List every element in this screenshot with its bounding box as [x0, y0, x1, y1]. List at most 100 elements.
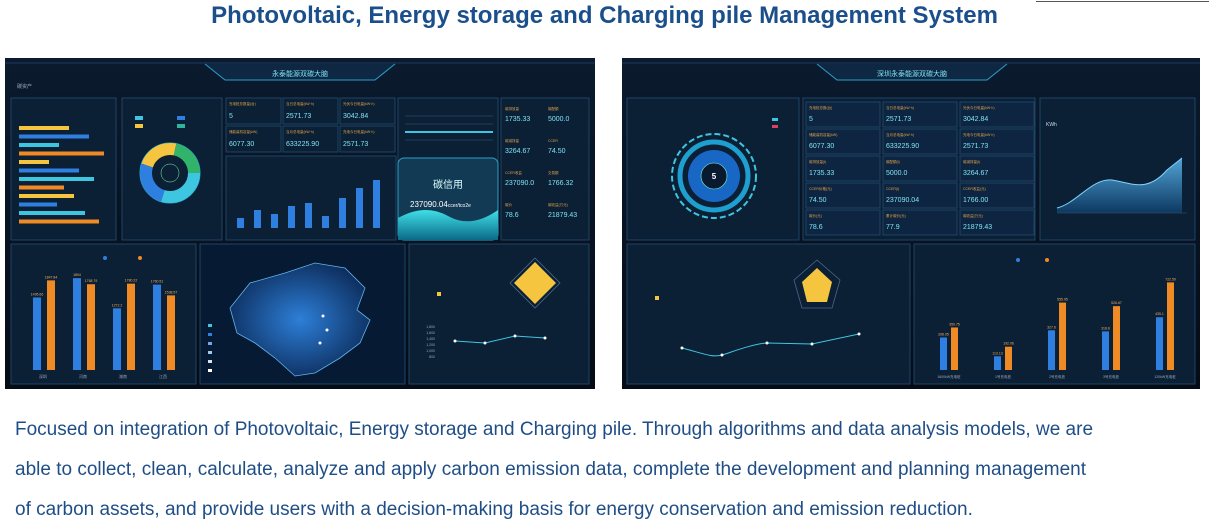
- line-point: [483, 341, 487, 345]
- hbar: [19, 151, 104, 156]
- kpi-value: 3042.84: [963, 116, 988, 123]
- kpi-card: [959, 182, 1035, 209]
- kpi-value: 1735.33: [809, 170, 834, 177]
- kpi-label: 碳排放量(t): [809, 159, 826, 164]
- stat-value: 74.50: [548, 148, 566, 155]
- kpi-value: 3264.67: [963, 170, 988, 177]
- category-label: 1600kW充电桩: [937, 374, 961, 379]
- kpi-label: 充电桩总数量(台): [229, 101, 256, 106]
- category-label: 1号充电桩: [995, 374, 1011, 379]
- line-point: [453, 339, 457, 343]
- category-label: 2号充电桩: [1049, 374, 1065, 379]
- bar: [1048, 330, 1055, 370]
- kpi-label: 累计碳价(元): [886, 213, 906, 218]
- dashboard-screenshot-carbon-brain: 永泰能源双碳大脑 碳资产 充电桩总数量(台) 5 当日总电量(kW·h) 2571.7…: [5, 58, 595, 389]
- line-point: [513, 334, 517, 338]
- kpi-card: [959, 128, 1035, 155]
- kpi-value: 2571.73: [286, 113, 311, 120]
- hbar: [19, 126, 69, 130]
- bar-value-label: 1272.2: [112, 303, 123, 307]
- carbon-credit-unit: ccer/tco2e: [448, 203, 471, 209]
- hbar: [19, 219, 99, 224]
- kpi-card: [882, 209, 958, 236]
- bar: [153, 284, 161, 370]
- bar: [951, 327, 958, 370]
- page-title: Photovoltaic, Energy storage and Chargin…: [211, 2, 998, 29]
- bar-value-label: 268.05: [938, 332, 949, 336]
- kpi-card: [282, 125, 339, 153]
- kpi-value: 78.6: [809, 224, 823, 231]
- kpi-label: 充电今日电量(kW·h): [963, 132, 995, 137]
- kpi-value: 5: [229, 113, 233, 120]
- charging-pile-gauge: 5: [671, 133, 757, 219]
- bar: [113, 308, 121, 370]
- kpi-value: 77.9: [886, 224, 900, 231]
- chart-bar: [322, 216, 329, 228]
- asset-donut-chart: [139, 142, 201, 204]
- bar-value-label: 192.06: [1003, 342, 1014, 346]
- stat-label: 碳排放量: [505, 106, 519, 111]
- bar: [1113, 306, 1120, 370]
- kpi-card: [882, 155, 958, 182]
- bar: [47, 280, 55, 370]
- pv-area-chart: [1056, 157, 1187, 214]
- kpi-label: 当日总电量(kW·h): [886, 105, 914, 110]
- hbar: [19, 168, 79, 173]
- bar: [1156, 317, 1163, 370]
- stat-value: 5000.0: [548, 116, 570, 123]
- category-label: 120kW充电桩: [1154, 374, 1176, 379]
- stat-value: 1766.32: [548, 180, 573, 187]
- hbar: [19, 160, 49, 164]
- kpi-card: [805, 128, 881, 155]
- bar-value-label: 318.8: [1101, 326, 1110, 330]
- kpi-card: [339, 125, 396, 153]
- hbar: [19, 202, 57, 207]
- kpi-label: CCER价格(元): [809, 186, 832, 191]
- kpi-label: 当月总电量(kW·h): [286, 129, 314, 134]
- y-tick-label: 1,000: [426, 349, 435, 353]
- kpi-value: 2571.73: [886, 116, 911, 123]
- kpi-value: 2571.73: [343, 141, 368, 148]
- emission-forecast-bar-chart: 1495.66 1847.84 1894 1768.79 1272.2 1780.22 17…: [31, 273, 178, 379]
- y-tick-label: 1,800: [426, 325, 435, 329]
- kpi-card: [959, 209, 1035, 236]
- kpi-value: 6077.30: [809, 143, 834, 150]
- line-point: [765, 341, 769, 345]
- chart-bar: [373, 180, 380, 228]
- stat-label: CCER收益: [505, 170, 522, 175]
- line-point: [543, 336, 547, 340]
- section-assets-label: 碳资产: [17, 83, 32, 90]
- stat-value: 3264.67: [505, 148, 530, 155]
- stat-value: 21879.43: [548, 212, 577, 219]
- line-point: [720, 353, 724, 357]
- description-line: Focused on integration of Photovoltaic, …: [15, 419, 1094, 440]
- stat-label: 碳收益(万元): [548, 202, 568, 207]
- y-tick-label: 1,400: [426, 337, 435, 341]
- china-map: [199, 243, 406, 385]
- bar: [1167, 282, 1174, 370]
- kpi-label: 储能装机容量(kW): [229, 129, 257, 134]
- stat-value: 78.6: [505, 212, 519, 219]
- description-line: of carbon assets, and provide users with…: [15, 499, 973, 520]
- chart-bar: [288, 206, 295, 228]
- kpi-value: 633225.90: [286, 141, 319, 148]
- bar: [127, 283, 135, 370]
- kpi-value: 6077.30: [229, 141, 254, 148]
- kpi-card: [282, 97, 339, 125]
- bar: [1005, 346, 1012, 370]
- y-tick-label: 800: [429, 355, 435, 359]
- banner-title: 永泰能源双碳大脑: [272, 69, 328, 78]
- kpi-label: 碳减排量(t): [963, 159, 980, 164]
- bar-value-label: 435.1: [1155, 312, 1164, 316]
- kpi-label: 充电桩总数(台): [809, 105, 832, 110]
- kpi-label: 当日总电量(kW·h): [286, 101, 314, 106]
- line-point: [680, 346, 684, 350]
- bar-value-label: 1495.66: [31, 292, 44, 296]
- cost-trend-chart: [225, 155, 397, 241]
- kpi-label: 碳价(元): [809, 213, 822, 218]
- kpi-card: [959, 155, 1035, 182]
- stat-label: 交易额: [548, 170, 559, 175]
- bar: [940, 337, 947, 370]
- dashboard-screenshot-shenzhen: 深圳永泰能源双碳大脑 5 充电桩总数(台) 5 当日总电量(kW·h) 2571.73…: [622, 58, 1200, 389]
- carbon-credit-label: 碳信用: [433, 178, 463, 191]
